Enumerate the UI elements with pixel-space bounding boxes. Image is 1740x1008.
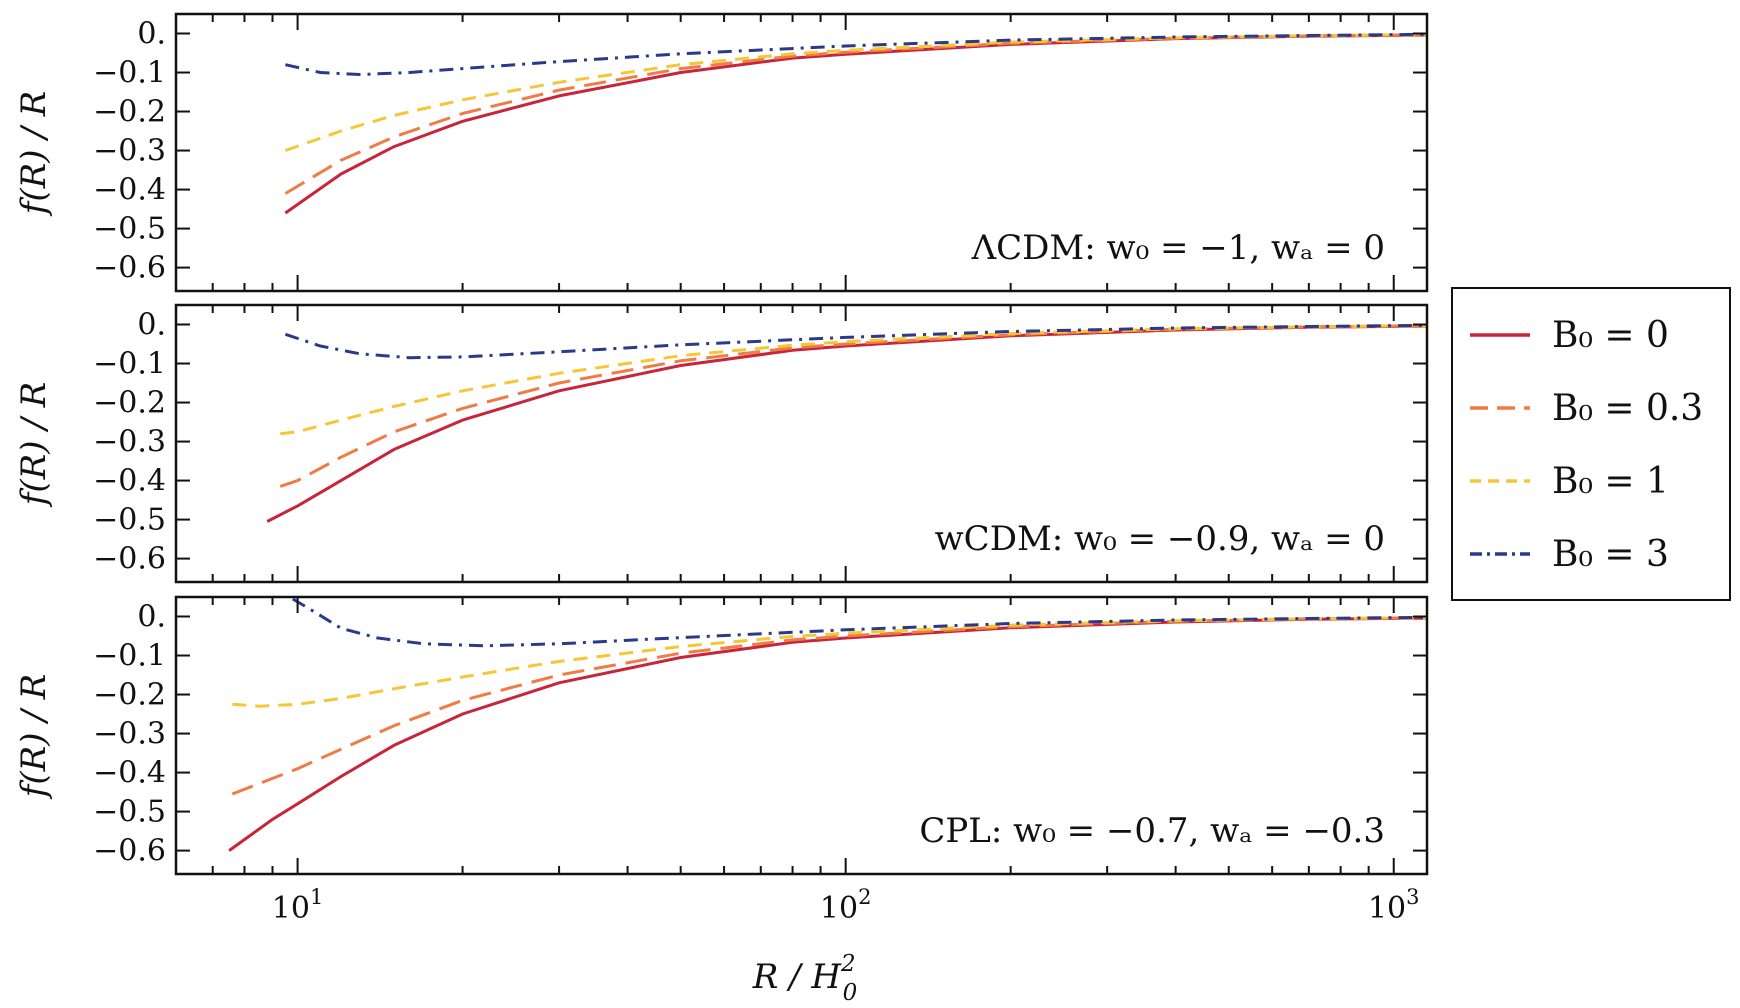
series-line-1: [284, 33, 1427, 215]
panel-1: 0. −0.1 −0.2 −0.3 −0.4 −0.5 −0.6 f(R) / R ΛCDM: …: [14, 12, 1429, 293]
x-tick-labels: 101 102 103: [272, 885, 1420, 926]
x-axis-title-superscript: 2: [840, 951, 856, 977]
series-line-4: [285, 32, 1427, 76]
y-axis-title: f(R) / R: [14, 91, 54, 217]
y-tick-label: 0.: [137, 308, 166, 343]
x-axis-title: R / H2 0: [752, 951, 858, 1006]
y-tick-label: −0.2: [93, 95, 166, 130]
panel-2: 0. −0.1 −0.2 −0.3 −0.4 −0.5 −0.6 f(R) / R wCDM: …: [14, 303, 1429, 584]
panel-annotation: CPL: w₀ = −0.7, wₐ = −0.3: [919, 811, 1385, 851]
y-tick-label: −0.1: [93, 347, 166, 382]
y-axis-title: f(R) / R: [14, 674, 54, 800]
legend-label: B₀ = 3: [1552, 534, 1669, 575]
y-tick-label: −0.2: [93, 678, 166, 713]
series-line-1: [266, 324, 1427, 523]
panel-3: 0. −0.1 −0.2 −0.3 −0.4 −0.5 −0.6 f(R) / R CPL: w…: [14, 595, 1429, 876]
y-tick-label: −0.2: [93, 386, 166, 421]
y-tick-label: −0.5: [93, 795, 166, 830]
x-tick-label: 103: [1368, 885, 1420, 926]
series-line-4: [284, 323, 1427, 360]
y-tick-label: −0.4: [93, 756, 166, 791]
legend-label: B₀ = 0.3: [1552, 388, 1703, 429]
panels: 0. −0.1 −0.2 −0.3 −0.4 −0.5 −0.6 f(R) / R ΛCDM: …: [14, 12, 1429, 876]
series-group: [266, 323, 1427, 523]
series-line-2: [231, 616, 1427, 796]
series-line-3: [232, 616, 1427, 708]
legend: B₀ = 0 B₀ = 0.3 B₀ = 1 B₀ = 3: [1451, 287, 1731, 601]
panel-annotation: wCDM: w₀ = −0.9, wₐ = 0: [935, 519, 1385, 559]
y-tick-label: −0.1: [93, 639, 166, 674]
x-tick-label: 101: [272, 885, 324, 926]
y-tick-label: −0.6: [93, 251, 166, 286]
y-tick-label: −0.3: [93, 425, 166, 460]
legend-items: B₀ = 0 B₀ = 0.3 B₀ = 1 B₀ = 3: [1470, 315, 1703, 575]
y-tick-label: −0.5: [93, 503, 166, 538]
x-tick-label: 102: [820, 885, 872, 926]
x-axis-title-subscript: 0: [843, 980, 858, 1006]
y-tick-label: −0.5: [93, 212, 166, 247]
y-tick-label: −0.3: [93, 134, 166, 169]
series-line-4: [292, 597, 1427, 648]
y-tick-label: −0.6: [93, 834, 166, 869]
legend-label: B₀ = 1: [1552, 461, 1669, 502]
plot-frame: [174, 303, 1429, 584]
y-tick-label: 0.: [137, 17, 166, 52]
plot-frame: [174, 595, 1429, 876]
x-axis-title-main: R / H: [752, 957, 843, 997]
series-line-2: [284, 33, 1427, 195]
series-line-2: [279, 324, 1427, 488]
legend-label: B₀ = 0: [1552, 315, 1669, 356]
series-line-3: [284, 33, 1427, 152]
series-line-3: [280, 324, 1427, 436]
y-tick-label: −0.1: [93, 56, 166, 91]
plot-frame: [174, 12, 1429, 293]
series-group: [228, 597, 1427, 852]
series-group: [284, 32, 1427, 215]
panel-annotation: ΛCDM: w₀ = −1, wₐ = 0: [971, 228, 1385, 268]
y-axis-title: f(R) / R: [14, 382, 54, 508]
y-tick-label: −0.4: [93, 464, 166, 499]
legend-frame: [1451, 287, 1731, 601]
y-tick-label: −0.4: [93, 173, 166, 208]
y-tick-label: −0.6: [93, 542, 166, 577]
y-tick-label: −0.3: [93, 717, 166, 752]
y-tick-label: 0.: [137, 600, 166, 635]
